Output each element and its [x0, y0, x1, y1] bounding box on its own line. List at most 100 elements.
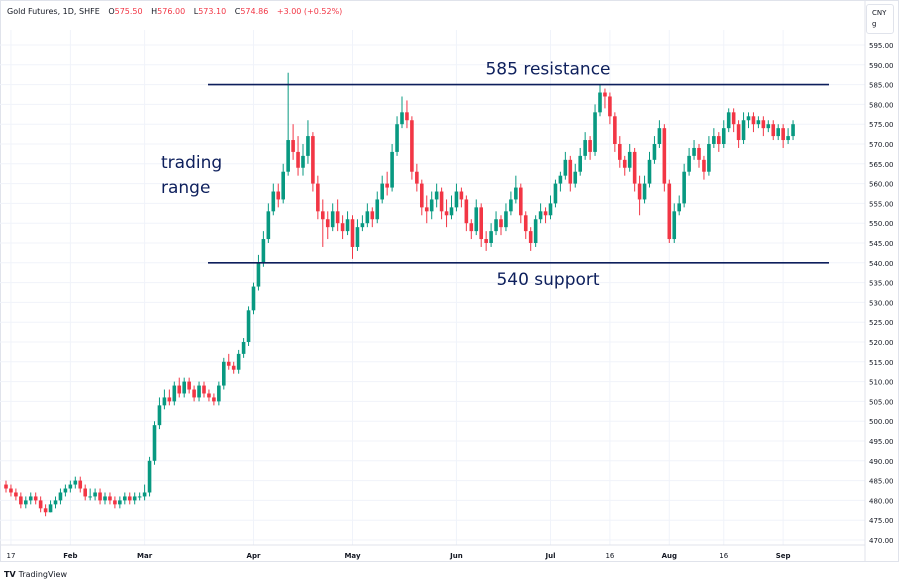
candle-body [543, 211, 548, 216]
candle [786, 128, 790, 144]
symbol-title[interactable]: Gold Futures, 1D, SHFE [7, 7, 100, 16]
candle [19, 492, 23, 509]
candle-body [226, 361, 231, 366]
x-tick-label: Feb [63, 552, 77, 560]
candle [123, 492, 127, 505]
candle [256, 254, 261, 291]
candle [28, 492, 33, 505]
candle-body [266, 211, 271, 240]
candle-body [766, 124, 771, 129]
candle-body [533, 219, 538, 243]
candle-body [553, 183, 558, 204]
y-tick-label: 515.00 [869, 359, 894, 367]
candle-body [53, 500, 58, 505]
x-tick-label: May [344, 552, 360, 560]
candle-body [791, 124, 795, 137]
candle-body [236, 353, 241, 370]
candle [484, 231, 488, 251]
candle [108, 492, 112, 505]
candle-body [4, 484, 8, 489]
candle-body [717, 136, 721, 144]
candle-body [776, 128, 780, 137]
candle [192, 385, 196, 402]
candle [568, 155, 573, 192]
candle [197, 381, 201, 402]
y-tick-label: 485.00 [869, 478, 894, 486]
y-tick-label: 490.00 [869, 458, 894, 466]
candle-body [123, 496, 127, 501]
candle-body [657, 128, 662, 144]
candle [330, 203, 335, 232]
candle [761, 116, 766, 137]
candle-body [707, 144, 711, 172]
candle-body [152, 425, 157, 461]
currency-unit-button[interactable]: CNY g [866, 4, 894, 34]
tradingview-logo[interactable]: TV TradingView [4, 570, 67, 579]
candle-body [583, 140, 587, 156]
y-tick-label: 520.00 [869, 339, 894, 347]
candle-body [474, 207, 479, 232]
candle-body [365, 211, 370, 224]
candle-body [390, 151, 394, 188]
candle-body [771, 124, 776, 137]
candle [489, 223, 493, 247]
candle [236, 349, 241, 374]
candle [791, 120, 795, 141]
candle-body [449, 207, 454, 216]
candle [137, 492, 142, 501]
y-tick-label: 550.00 [869, 220, 894, 228]
candle-body [677, 203, 681, 212]
candlestick-chart[interactable]: 595.00 590.00 585.00 580.00 575.00 570.00 565.… [0, 0, 900, 562]
candle [103, 492, 107, 505]
candle-body [731, 112, 736, 125]
candle [538, 203, 543, 224]
candle-body [325, 219, 330, 228]
candle [627, 144, 632, 172]
high-value: 576.00 [157, 7, 186, 16]
x-tick-label: Jul [545, 552, 556, 560]
candle [731, 108, 736, 133]
candle [400, 96, 404, 129]
candle [717, 132, 721, 152]
candle [24, 496, 28, 509]
candle-body [444, 211, 449, 216]
candle-body [434, 191, 439, 200]
candle [504, 203, 508, 232]
x-tick-label: 16 [605, 552, 614, 560]
candle [424, 195, 429, 224]
candle-body [528, 231, 533, 243]
open-label: O [108, 7, 115, 16]
candle [712, 128, 716, 148]
candle [241, 338, 246, 358]
candle [543, 207, 548, 224]
candle-body [647, 159, 652, 184]
candle-body [741, 120, 746, 141]
candle-body [400, 112, 404, 125]
candle-body [622, 159, 627, 168]
candle-body [509, 199, 513, 212]
resistance-label: 585 resistance [485, 60, 610, 80]
candle-body [202, 385, 206, 394]
x-tick-label: Aug [662, 552, 677, 560]
candle [415, 163, 419, 192]
candle [622, 155, 627, 176]
candle-body [296, 151, 300, 168]
candle-body [469, 223, 474, 232]
change-value: +3.00 (+0.52%) [276, 7, 343, 16]
close-label: C [234, 7, 241, 16]
candle-body [182, 381, 186, 394]
candle-body [335, 211, 340, 224]
x-tick-label: 16 [719, 552, 728, 560]
candle [766, 120, 771, 133]
candle-body [321, 211, 325, 220]
candle-body [697, 147, 701, 160]
candle-body [385, 183, 389, 188]
candle [459, 187, 464, 208]
candle-body [286, 140, 290, 172]
candle-body [756, 120, 761, 125]
candle-body [256, 262, 261, 287]
candle-body [19, 496, 23, 505]
candle-body [692, 147, 696, 156]
candle-body [93, 492, 97, 497]
candle-body [261, 239, 266, 263]
